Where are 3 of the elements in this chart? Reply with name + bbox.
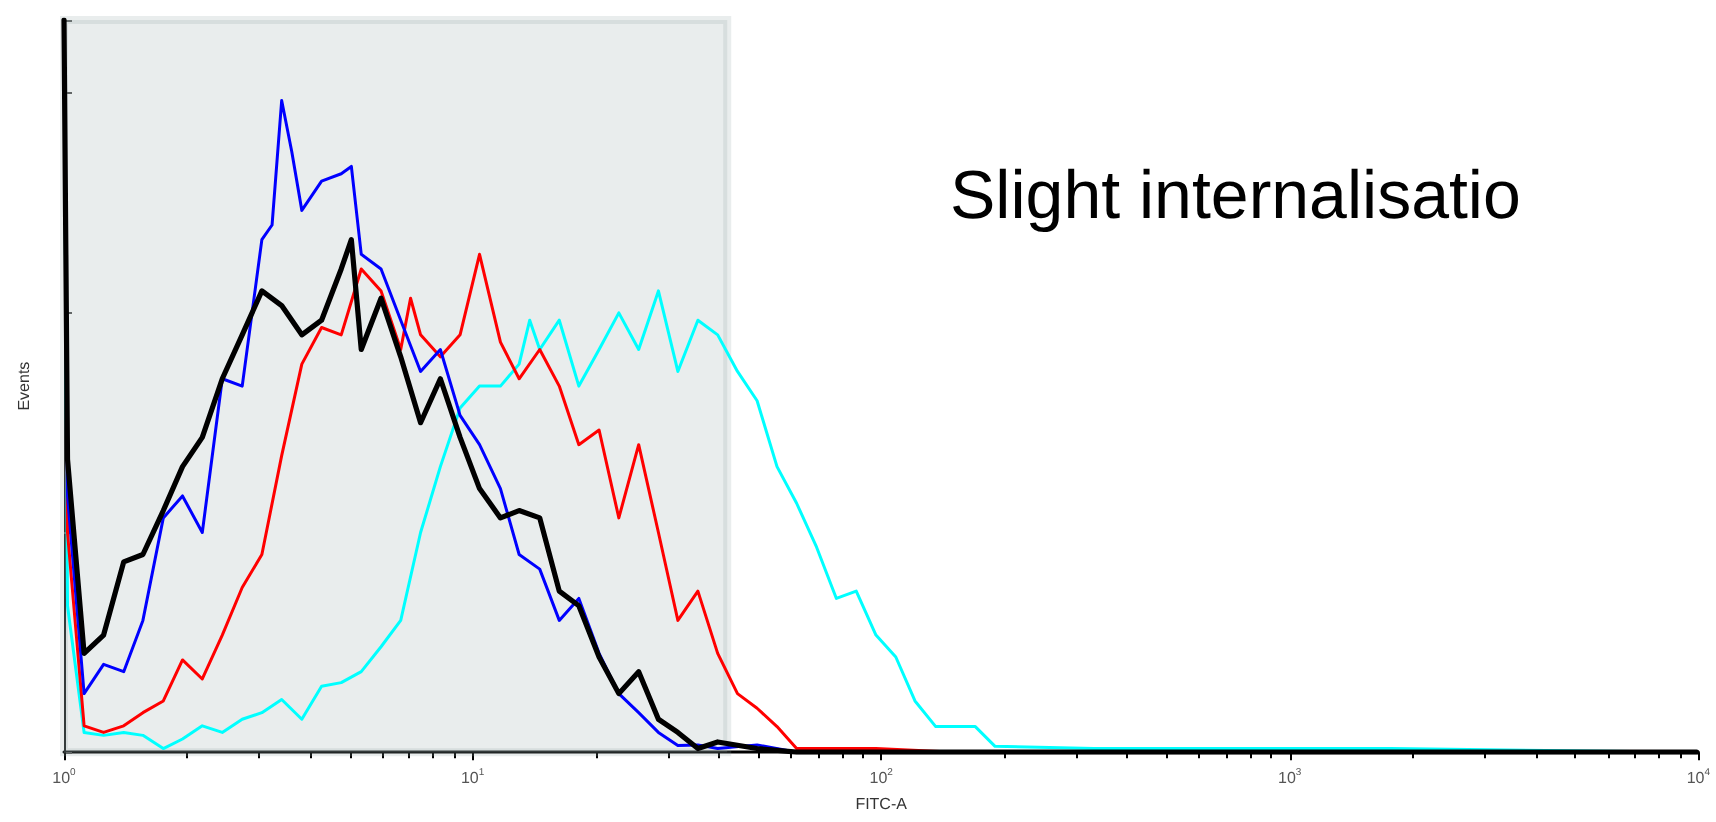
y-axis-title: Events <box>15 361 33 411</box>
x-axis-title: FITC-A <box>855 795 909 813</box>
text: Slight internalisatio <box>950 158 1521 234</box>
